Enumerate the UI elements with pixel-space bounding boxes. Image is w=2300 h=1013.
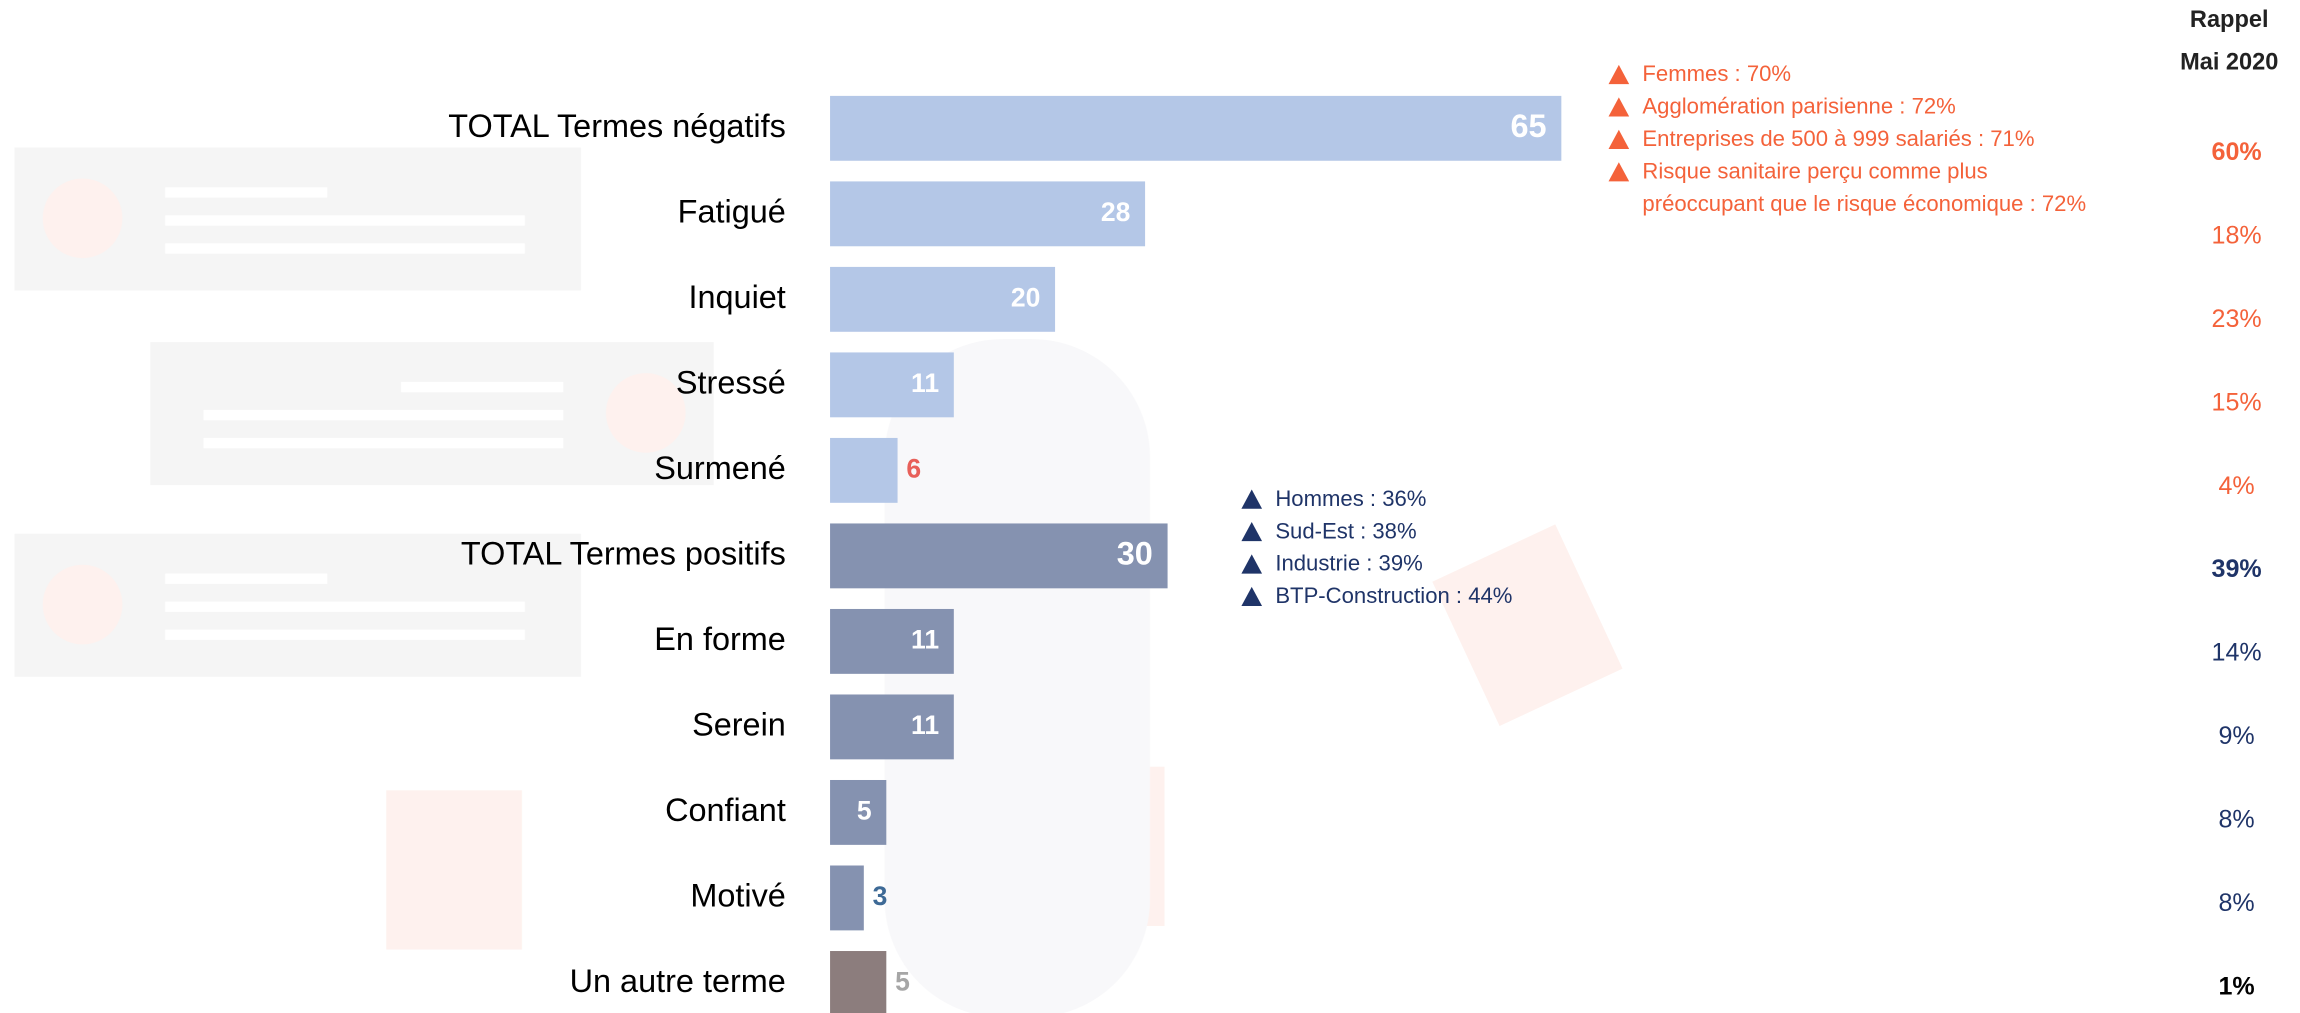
category-label: Stressé — [676, 364, 786, 400]
annotation-text: Industrie : 39% — [1275, 551, 1422, 576]
reference-value: 4% — [2219, 472, 2255, 500]
bar — [830, 779, 887, 845]
bar — [830, 437, 898, 503]
triangle-icon — [1608, 129, 1630, 149]
category-label: Inquiet — [688, 279, 785, 315]
reference-value: 60% — [2212, 138, 2262, 166]
value-label: 30 — [1117, 535, 1153, 571]
background-illustration — [14, 147, 1623, 1013]
annotation-text: Hommes : 36% — [1275, 486, 1426, 511]
reference-value: 14% — [2212, 639, 2262, 667]
value-label: 11 — [911, 624, 939, 654]
category-label: Serein — [692, 706, 786, 742]
annotation-text: BTP-Construction : 44% — [1275, 583, 1512, 608]
reference-value: 1% — [2219, 973, 2255, 1001]
annotation-text: Femmes : 70% — [1642, 61, 1791, 86]
reference-value: 39% — [2212, 555, 2262, 583]
bar — [830, 951, 887, 1013]
value-label: 28 — [1101, 197, 1131, 227]
category-label: Confiant — [665, 792, 786, 828]
triangle-icon — [1608, 64, 1630, 85]
value-label: 5 — [895, 966, 910, 996]
bar — [830, 608, 954, 674]
reference-value: 8% — [2219, 889, 2255, 917]
triangle-icon — [1241, 489, 1263, 509]
bar — [830, 865, 864, 931]
value-label: 20 — [1011, 282, 1040, 312]
bar — [830, 352, 954, 418]
reference-value: 15% — [2212, 388, 2262, 416]
value-label: 3 — [873, 881, 888, 911]
reference-value: 23% — [2212, 305, 2262, 333]
bar — [830, 266, 1056, 332]
category-label: TOTAL Termes négatifs — [448, 108, 786, 144]
value-label: 5 — [857, 795, 872, 825]
category-label: Fatigué — [678, 193, 786, 229]
reference-title: Mai 2020 — [2180, 49, 2278, 75]
bar — [830, 523, 1168, 589]
bar — [830, 694, 954, 760]
value-label: 65 — [1511, 108, 1547, 144]
category-label: TOTAL Termes positifs — [461, 535, 786, 571]
value-label: 11 — [911, 710, 939, 740]
annotation-text: Agglomération parisienne : 72% — [1642, 94, 1955, 119]
bar — [830, 95, 1562, 161]
bar — [830, 181, 1146, 247]
triangle-icon — [1241, 586, 1263, 607]
triangle-icon — [1241, 554, 1263, 574]
category-label: En forme — [654, 621, 786, 657]
reference-value: 8% — [2219, 806, 2255, 834]
category-label: Un autre terme — [570, 963, 786, 999]
annotation-text: Sud-Est : 38% — [1275, 518, 1416, 543]
value-label: 6 — [906, 453, 921, 483]
triangle-icon — [1608, 162, 1630, 182]
value-label: 11 — [911, 368, 939, 398]
category-label: Surmené — [654, 450, 786, 486]
category-label: Motivé — [690, 878, 785, 914]
triangle-icon — [1241, 521, 1263, 542]
reference-value: 18% — [2212, 221, 2262, 249]
annotation-text: Risque sanitaire perçu comme plus préoccu… — [1642, 158, 2086, 215]
reference-value: 9% — [2219, 722, 2255, 750]
triangle-icon — [1608, 97, 1630, 117]
annotation-text: Entreprises de 500 à 999 salariés : 71% — [1642, 126, 2034, 151]
reference-title: Rappel — [2190, 6, 2269, 32]
